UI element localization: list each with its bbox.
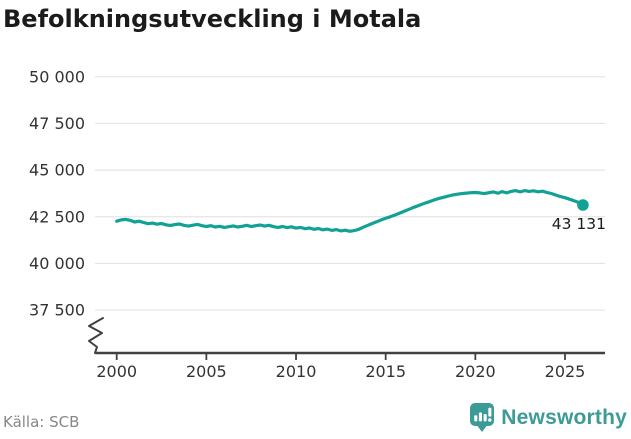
newsworthy-logo[interactable]: Newsworthy <box>470 403 627 432</box>
newsworthy-bubble-bar-chart-icon <box>470 403 495 432</box>
x-tick-label: 2010 <box>276 362 317 381</box>
latest-value-dot <box>577 199 589 211</box>
newsworthy-wordmark: Newsworthy <box>501 405 627 429</box>
x-tick-label: 2015 <box>365 362 406 381</box>
source-label: Källa: SCB <box>3 413 80 431</box>
population-line <box>115 189 585 233</box>
y-tick-label: 42 500 <box>29 207 85 226</box>
y-tick-label: 47 500 <box>29 114 85 133</box>
x-tick-label: 2020 <box>455 362 496 381</box>
y-tick-label: 37 500 <box>29 301 85 320</box>
y-tick-label: 50 000 <box>29 67 85 86</box>
population-line-chart: 50 000 47 500 45 000 42 500 40 000 37 500 2000… <box>29 67 606 381</box>
chart-title: Befolkningsutveckling i Motala <box>3 5 422 33</box>
y-tick-label: 45 000 <box>29 161 85 180</box>
x-tick-label: 2005 <box>186 362 227 381</box>
latest-value-label: 43 131 <box>552 215 606 233</box>
axis-break-icon <box>88 317 104 354</box>
x-tick-label: 2000 <box>96 362 137 381</box>
y-tick-label: 40 000 <box>29 254 85 273</box>
x-tick-label: 2025 <box>545 362 586 381</box>
